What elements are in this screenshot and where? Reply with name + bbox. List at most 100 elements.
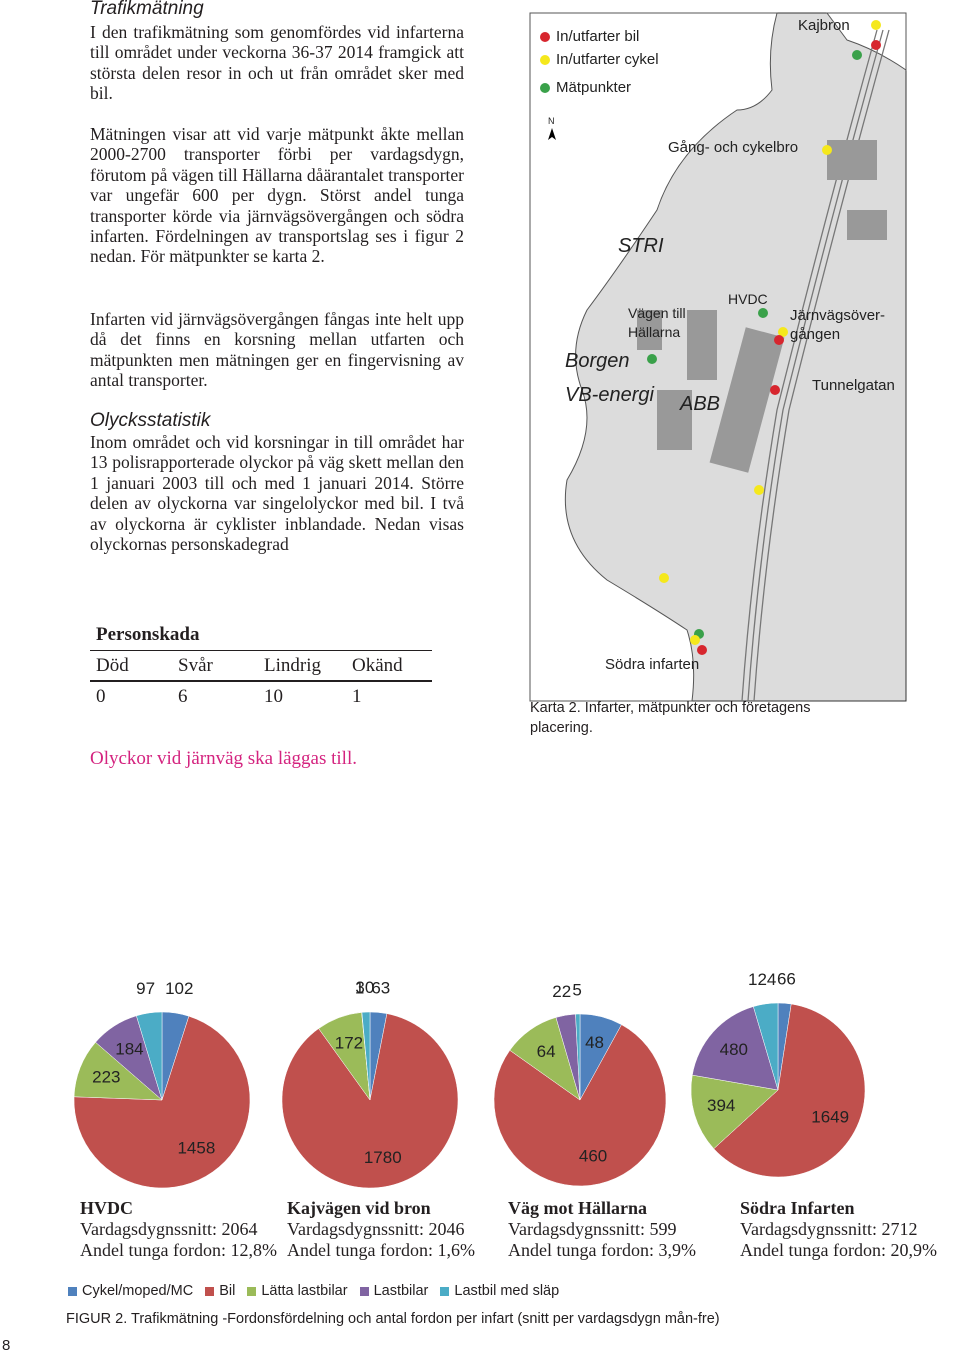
map-label: Vägen till Hällarna [628, 305, 686, 340]
pie-slice [493, 1024, 667, 1187]
legend-item: Lastbilar [359, 1283, 429, 1299]
value-label: 394 [707, 1096, 735, 1115]
legend-swatch [359, 1286, 369, 1296]
pie-title-block: HVDC Vardagsdygnssnitt: 2064 Andel tunga f… [80, 1198, 277, 1261]
north-label: N [548, 116, 555, 126]
value-label: 172 [335, 1033, 363, 1052]
pie-subtitle: Andel tunga fordon: 1,6% [287, 1240, 475, 1260]
value-label: 460 [579, 1146, 607, 1165]
paragraph: I den trafikmätning som genomfördes vid … [90, 22, 464, 104]
legend-swatch [205, 1286, 215, 1296]
heading: Trafikmätning [90, 0, 204, 19]
railway [741, 29, 890, 702]
legend-swatch [247, 1286, 257, 1296]
legend-item: Lätta lastbilar [247, 1283, 348, 1299]
value-label: 97 [136, 979, 155, 998]
rule [90, 680, 432, 682]
table-header-cell: Lindrig [264, 655, 321, 676]
paragraph: Inom området och vid korsningar in till … [90, 432, 464, 555]
table-header-cell: Svår [178, 655, 213, 676]
pie-title-block: Kajvägen vid bron Vardagsdygnssnitt: 2046… [287, 1198, 475, 1261]
value-label: 1458 [177, 1138, 215, 1157]
legend-dot [540, 55, 550, 65]
legend-item: Cykel/moped/MC [68, 1283, 193, 1299]
value-label: 1780 [364, 1148, 402, 1167]
pie-slice [690, 1074, 779, 1150]
rule [90, 650, 432, 651]
value-label: 48 [585, 1033, 604, 1052]
table-header-cell: Okänd [352, 655, 403, 676]
legend-swatch [68, 1286, 77, 1296]
map-label: Gång- och cykelbro [668, 139, 799, 156]
map-label: Borgen [565, 350, 630, 372]
value-label: 22 [552, 982, 571, 1001]
legend-label: Bil [219, 1283, 236, 1299]
pie-title: Väg mot Hällarna [508, 1198, 647, 1218]
north-arrow [548, 128, 556, 140]
map-label: ABB [680, 393, 721, 415]
table-header-cell: Död [96, 655, 129, 676]
pie-title-block: Väg mot Hällarna Vardagsdygnssnitt: 599 An… [508, 1198, 696, 1261]
pie-slice [361, 1011, 371, 1101]
value-label: 66 [777, 969, 796, 988]
paragraph: Mätningen visar att vid varje mätpunkt å… [90, 124, 464, 267]
map-points [647, 20, 881, 655]
pie-subtitle: Vardagsdygnssnitt: 2712 [740, 1219, 918, 1239]
pie-subtitle: Andel tunga fordon: 3,9% [508, 1240, 696, 1260]
table-cell: 10 [264, 686, 283, 707]
pie-title: Södra Infarten [740, 1198, 855, 1218]
legend-label: Lätta lastbilar [261, 1283, 348, 1299]
pie-slice [136, 1011, 163, 1101]
pie-subtitle: Andel tunga fordon: 20,9% [740, 1240, 937, 1260]
map-label: HVDC [728, 291, 768, 307]
value-label: 30 [355, 978, 374, 997]
legend-dot [540, 32, 550, 42]
value-label: 1649 [811, 1107, 849, 1126]
map-legend: In/utfarter bil [556, 28, 640, 45]
map-legend: Mätpunkter [556, 79, 632, 96]
legend-item: Bil [205, 1283, 235, 1299]
pie-subtitle: Andel tunga fordon: 12,8% [80, 1240, 277, 1260]
value-label: 124 [748, 970, 776, 989]
map-label: Järnvägsöver- gången [790, 307, 886, 343]
table-cell: 1 [352, 686, 362, 707]
page-number: 8 [2, 1337, 11, 1354]
value-label: 480 [720, 1040, 748, 1059]
map-label: Kajbron [798, 17, 850, 34]
legend-label: Lastbil med släp [454, 1283, 560, 1299]
table-title: Personskada [96, 624, 200, 645]
value-label: 223 [92, 1068, 120, 1087]
value-label: 184 [115, 1039, 143, 1058]
pie-slice [753, 1002, 779, 1091]
legend-swatch [440, 1286, 450, 1296]
pie-slice [73, 1015, 251, 1189]
value-label: 1 [355, 978, 364, 997]
table-cell: 6 [178, 686, 188, 707]
buildings [637, 140, 887, 473]
legend-item: Lastbil med släp [440, 1283, 559, 1299]
legend-label: Cykel/moped/MC [82, 1283, 194, 1299]
map-label: STRI [618, 235, 664, 257]
map-legend: In/utfarter cykel [556, 51, 659, 68]
table-cell: 0 [96, 686, 106, 707]
pie-title: Kajvägen vid bron [287, 1198, 431, 1218]
value-label: 64 [537, 1042, 556, 1061]
pie-subtitle: Vardagsdygnssnitt: 2046 [287, 1219, 465, 1239]
pie-slice [281, 1013, 459, 1189]
legend-label: Lastbilar [373, 1283, 429, 1299]
heading: Olycksstatistik [90, 410, 211, 431]
legend: Cykel/moped/MC Bil Lätta lastbilar Lastbila… [68, 1283, 559, 1299]
legend-dot [540, 83, 550, 93]
figure-caption: FIGUR 2. Trafikmätning -Fordonsfördelnin… [66, 1311, 720, 1327]
pie-subtitle: Vardagsdygnssnitt: 2064 [80, 1219, 258, 1239]
pie-subtitle: Vardagsdygnssnitt: 599 [508, 1219, 677, 1239]
pie-slice [691, 1006, 779, 1091]
water [529, 12, 778, 702]
map-label: VB-energi [565, 384, 654, 406]
legend-box [533, 16, 668, 108]
map-label: Tunnelgatan [812, 377, 895, 394]
pie-title-block: Södra Infarten Vardagsdygnssnitt: 2712 And… [740, 1198, 937, 1261]
value-label: 5 [572, 980, 581, 999]
